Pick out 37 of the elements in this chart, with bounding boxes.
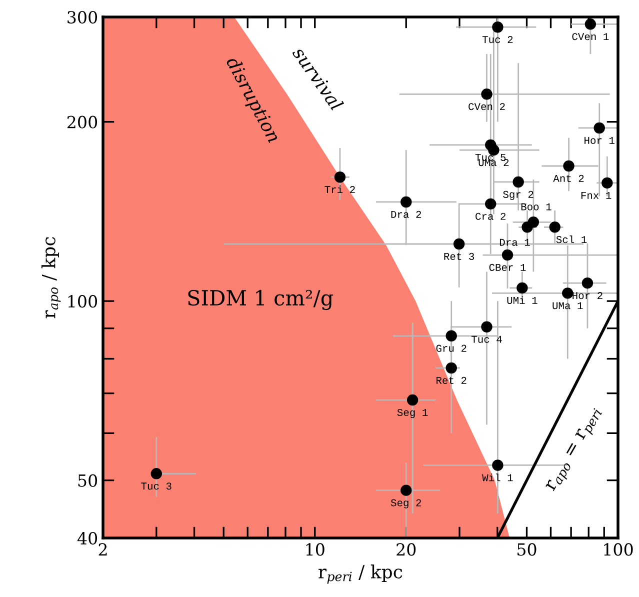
annotation: Dra 1 [500,238,530,246]
annotation: UMa 1 [552,302,583,310]
annotation: r$_{apo}$ = r$_{peri}$ [545,406,604,494]
annotation: SIDM 1 cm²/g [188,290,334,310]
x-tick-label: 10 [306,543,324,556]
y-tick-label: 40 [77,532,98,545]
y-tick-label: 300 [68,10,98,24]
annotation: Ret 3 [444,252,474,260]
y-tick-label: 200 [67,116,98,128]
annotation: Dra 2 [391,210,422,218]
annotation: Scl 1 [556,235,587,244]
annotation: Seg 1 [397,408,428,418]
annotation: Hor 1 [584,137,614,144]
x-tick-label: 20 [396,543,416,556]
annotation: Tuc 3 [141,482,172,490]
annotation: Tri 2 [324,185,355,194]
annotation: Fnx 1 [581,192,612,199]
y-axis-title: r$_{apo}$ / kpc [41,237,61,318]
y-tick-label: 50 [78,474,98,487]
annotation: Gru 2 [436,344,466,352]
annotation: Hor 2 [572,292,602,300]
annotation: Ant 2 [553,174,584,182]
x-tick-label: 100 [604,543,633,556]
x-tick-label: 2 [98,543,107,556]
annotation: Sgr 2 [503,190,534,200]
x-axis-title: r$_{peri}$ / kpc [318,564,402,584]
annotation: Seg 2 [390,499,422,508]
annotation: CBer 1 [489,264,526,271]
annotation: Tuc 2 [482,36,513,44]
annotation: Tuc 4 [472,336,502,343]
annotation: CVen 1 [572,33,609,40]
annotation: UMi 1 [507,296,538,304]
annotation: Cra 2 [476,212,506,220]
annotation: CVen 2 [468,103,505,110]
annotation: Boo 1 [521,203,552,210]
x-tick-label: 50 [518,543,536,556]
y-tick-label: 100 [68,295,98,308]
